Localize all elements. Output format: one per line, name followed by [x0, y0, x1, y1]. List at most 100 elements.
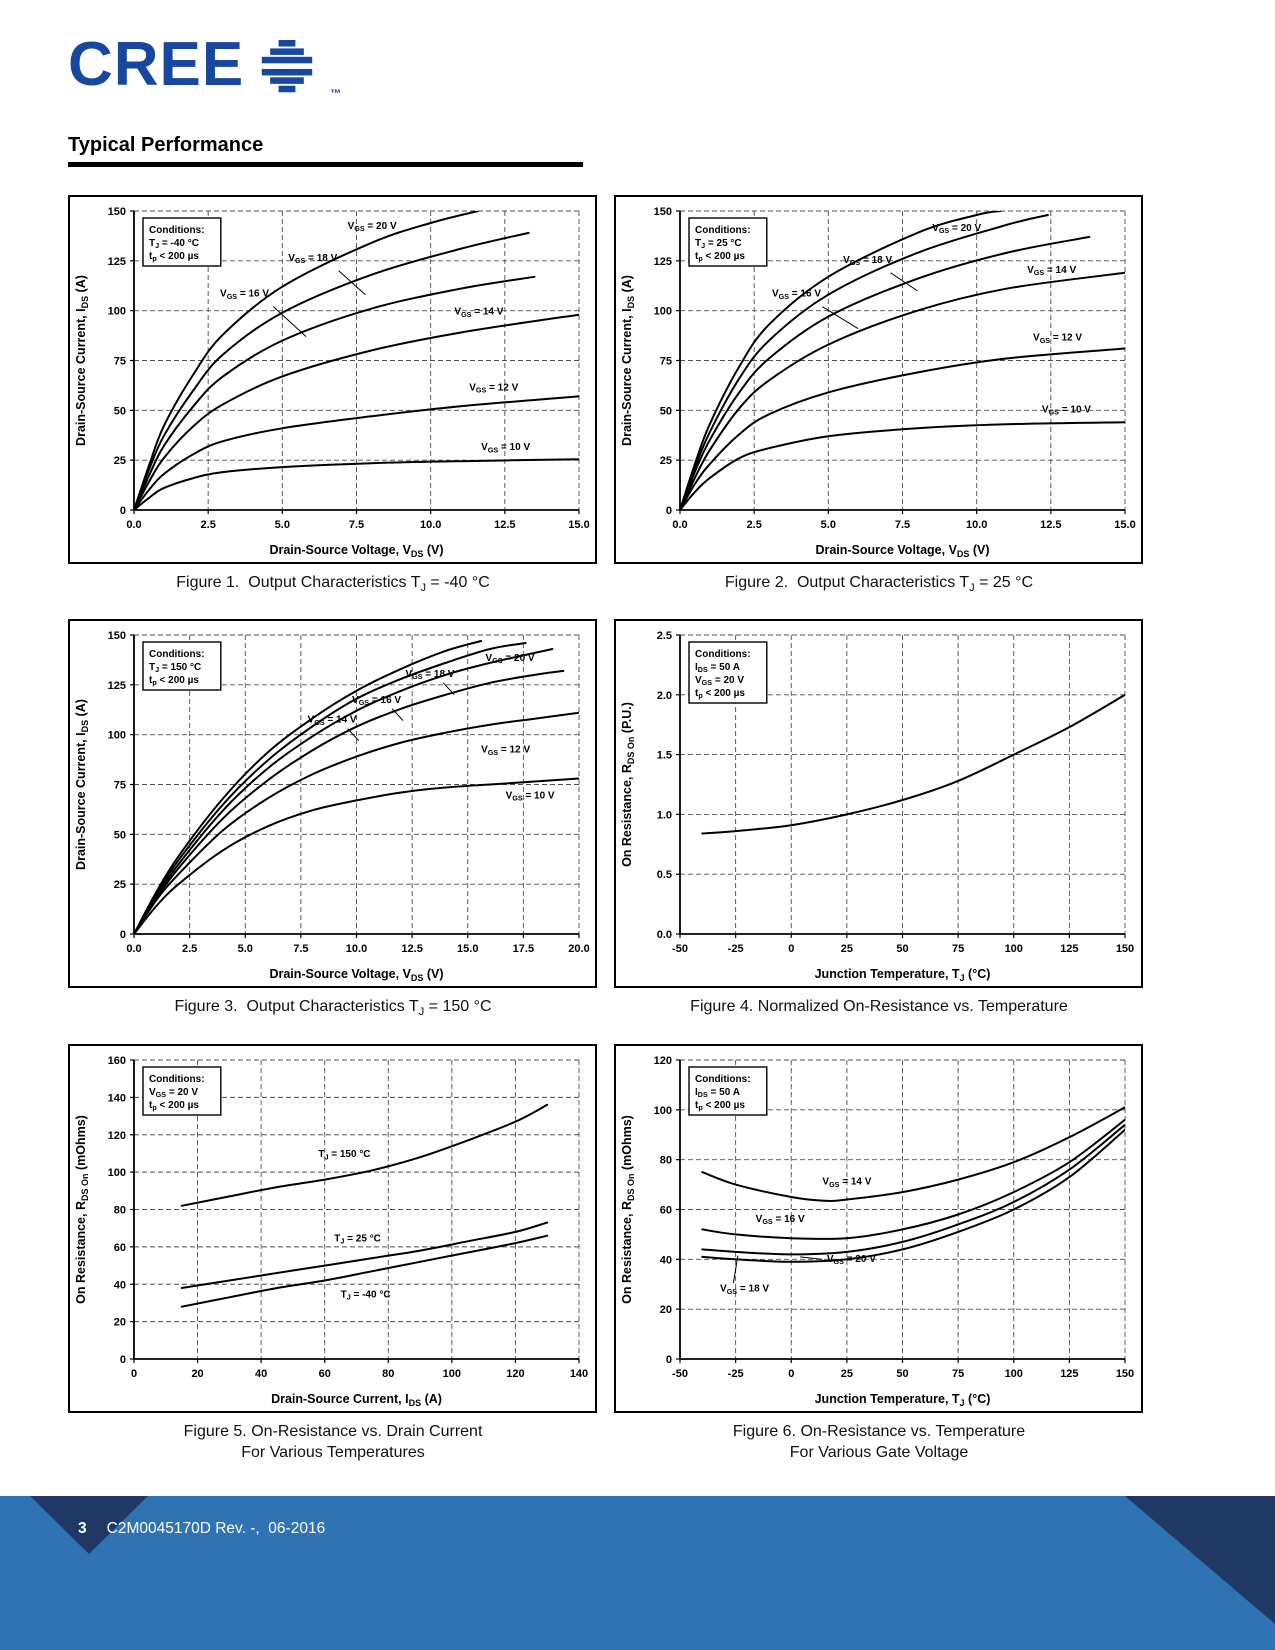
- footer-right-accent-triangle: [1125, 1496, 1275, 1624]
- svg-text:VGS = 14 V: VGS = 14 V: [454, 307, 503, 319]
- svg-text:0.0: 0.0: [126, 943, 141, 955]
- footer-text: 3 C2M0045170D Rev. -, 06-2016: [78, 1520, 325, 1538]
- svg-text:0.0: 0.0: [672, 519, 687, 531]
- figure-2-caption: Figure 2. Output Characteristics TJ = 25…: [724, 574, 1034, 595]
- svg-text:VGS = 10 V: VGS = 10 V: [506, 791, 555, 803]
- svg-text:VGS = 20 V: VGS = 20 V: [486, 653, 535, 665]
- svg-text:100: 100: [108, 1167, 126, 1179]
- section-title: Typical Performance: [68, 134, 583, 167]
- svg-text:VGS = 18 V: VGS = 18 V: [288, 253, 337, 265]
- svg-text:25: 25: [114, 880, 126, 892]
- svg-text:On Resistance, RDS On (mOhms): On Resistance, RDS On (mOhms): [74, 1115, 90, 1304]
- svg-text:VGS = 16 V: VGS = 16 V: [352, 695, 401, 707]
- svg-text:25: 25: [660, 455, 672, 467]
- svg-text:100: 100: [443, 1368, 461, 1380]
- svg-text:tp < 200 µs: tp < 200 µs: [695, 251, 745, 263]
- svg-text:12.5: 12.5: [494, 519, 515, 531]
- cree-diamond-icon: [262, 40, 313, 93]
- svg-text:125: 125: [654, 256, 672, 268]
- svg-text:IDS = 50 A: IDS = 50 A: [695, 662, 740, 674]
- svg-text:75: 75: [114, 356, 126, 368]
- figure-4-caption: Figure 4. Normalized On-Resistance vs. T…: [690, 998, 1068, 1016]
- svg-text:10.0: 10.0: [346, 943, 367, 955]
- svg-text:VGS = 18 V: VGS = 18 V: [405, 669, 454, 681]
- svg-text:25: 25: [841, 943, 853, 955]
- svg-text:VGS = 20 V: VGS = 20 V: [932, 223, 981, 235]
- svg-text:100: 100: [654, 306, 672, 318]
- figure-6-frame: -50 -25 0 25 50 75 100 125 150 0 20 40 60 80 100 120 Jun…: [614, 1043, 1143, 1413]
- svg-text:Drain-Source Current, IDS (A): Drain-Source Current, IDS (A): [74, 275, 90, 446]
- svg-text:100: 100: [108, 306, 126, 318]
- svg-text:150: 150: [108, 206, 126, 218]
- svg-text:VGS = 14 V: VGS = 14 V: [822, 1177, 871, 1189]
- svg-text:125: 125: [108, 680, 126, 692]
- svg-text:2.5: 2.5: [182, 943, 197, 955]
- figure-1-frame: 0.0 2.5 5.0 7.5 10.0 12.5 15.0 0 25 50 75 100 125 150…: [68, 195, 597, 564]
- svg-text:Conditions:: Conditions:: [695, 649, 751, 660]
- svg-text:TJ = -40 °C: TJ = -40 °C: [341, 1289, 391, 1301]
- svg-text:VGS = 12 V: VGS = 12 V: [469, 382, 518, 394]
- figure-4-chart: -50 -25 0 25 50 75 100 125 150 0.0 0.5 1.0 1.5 2.0 2.5…: [620, 630, 1134, 983]
- svg-text:20: 20: [191, 1368, 203, 1380]
- trademark-symbol: ™: [330, 88, 342, 100]
- svg-text:tp < 200 µs: tp < 200 µs: [149, 251, 199, 263]
- svg-text:20: 20: [114, 1317, 126, 1329]
- figure-2-chart: 0.0 2.5 5.0 7.5 10.0 12.5 15.0 0 25 50 75 100 125 150…: [620, 206, 1136, 559]
- svg-text:50: 50: [114, 830, 126, 842]
- svg-text:60: 60: [319, 1368, 331, 1380]
- svg-text:40: 40: [114, 1279, 126, 1291]
- svg-text:10.0: 10.0: [966, 519, 987, 531]
- svg-text:15.0: 15.0: [457, 943, 478, 955]
- svg-text:2.0: 2.0: [657, 690, 672, 702]
- svg-text:15.0: 15.0: [568, 519, 589, 531]
- svg-text:0: 0: [120, 929, 126, 941]
- svg-text:IDS = 50 A: IDS = 50 A: [695, 1087, 740, 1099]
- svg-text:12.5: 12.5: [1040, 519, 1061, 531]
- svg-text:VGS = 20 V: VGS = 20 V: [149, 1087, 198, 1099]
- document-reference: C2M0045170D Rev. -, 06-2016: [106, 1520, 326, 1537]
- figure-4-frame: -50 -25 0 25 50 75 100 125 150 0.0 0.5 1.0 1.5 2.0 2.5…: [614, 619, 1143, 989]
- svg-text:Drain-Source Voltage, VDS (V): Drain-Source Voltage, VDS (V): [269, 543, 443, 559]
- svg-text:140: 140: [570, 1368, 588, 1380]
- svg-text:75: 75: [952, 1368, 964, 1380]
- svg-text:160: 160: [108, 1055, 126, 1067]
- figure-2-frame: 0.0 2.5 5.0 7.5 10.0 12.5 15.0 0 25 50 75 100 125 150…: [614, 195, 1143, 564]
- svg-text:60: 60: [660, 1204, 672, 1216]
- svg-text:Drain-Source Current, IDS (A): Drain-Source Current, IDS (A): [74, 700, 90, 871]
- svg-text:On Resistance, RDS On (P.U.): On Resistance, RDS On (P.U.): [620, 703, 636, 868]
- svg-text:10.0: 10.0: [420, 519, 441, 531]
- svg-text:VGS = 16 V: VGS = 16 V: [756, 1214, 805, 1226]
- svg-text:80: 80: [660, 1155, 672, 1167]
- figure-3-cell: 0.0 2.5 5.0 7.5 10.0 12.5 15.0 17.5 20.0 0 25 50 75 1…: [68, 619, 598, 1019]
- svg-text:VGS = 12 V: VGS = 12 V: [1033, 333, 1082, 345]
- svg-text:Junction Temperature, TJ (°C): Junction Temperature, TJ (°C): [815, 967, 991, 983]
- svg-text:12.5: 12.5: [401, 943, 422, 955]
- svg-text:125: 125: [108, 256, 126, 268]
- figure-1-chart: 0.0 2.5 5.0 7.5 10.0 12.5 15.0 0 25 50 75 100 125 150…: [74, 206, 590, 559]
- svg-text:125: 125: [1060, 943, 1078, 955]
- svg-text:40: 40: [660, 1254, 672, 1266]
- svg-text:Conditions:: Conditions:: [149, 1074, 205, 1085]
- svg-text:-50: -50: [672, 943, 688, 955]
- svg-text:Drain-Source Current, IDS (A): Drain-Source Current, IDS (A): [271, 1392, 442, 1408]
- svg-text:50: 50: [114, 405, 126, 417]
- svg-text:tp < 200 µs: tp < 200 µs: [149, 1100, 199, 1112]
- svg-text:0: 0: [120, 505, 126, 517]
- svg-text:0: 0: [788, 943, 794, 955]
- svg-text:On Resistance, RDS On (mOhms): On Resistance, RDS On (mOhms): [620, 1115, 636, 1304]
- page-header: CREE ™ Typical Performance: [0, 0, 1275, 167]
- svg-text:50: 50: [896, 1368, 908, 1380]
- svg-text:50: 50: [660, 405, 672, 417]
- figure-1-cell: 0.0 2.5 5.0 7.5 10.0 12.5 15.0 0 25 50 75 100 125 150…: [68, 195, 598, 595]
- svg-text:VGS = 20 V: VGS = 20 V: [348, 221, 397, 233]
- page-number: 3: [78, 1520, 87, 1537]
- svg-text:Drain-Source Current, IDS (A): Drain-Source Current, IDS (A): [620, 275, 636, 446]
- svg-text:7.5: 7.5: [293, 943, 308, 955]
- svg-text:Drain-Source Voltage, VDS (V): Drain-Source Voltage, VDS (V): [269, 967, 443, 983]
- svg-text:2.5: 2.5: [657, 630, 672, 642]
- svg-text:2.5: 2.5: [747, 519, 762, 531]
- cree-wordmark: CREE: [68, 30, 245, 99]
- svg-text:20: 20: [660, 1304, 672, 1316]
- svg-text:80: 80: [382, 1368, 394, 1380]
